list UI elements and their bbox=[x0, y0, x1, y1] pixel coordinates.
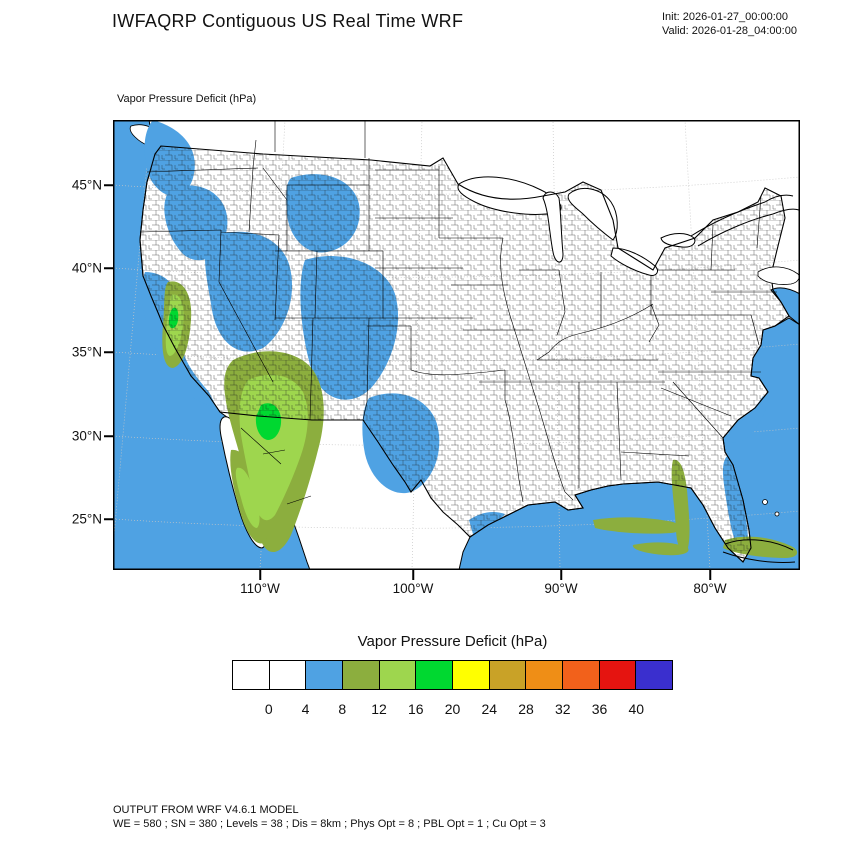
lat-tick-label: 35°N bbox=[71, 344, 102, 360]
lon-tick-label: 110°W bbox=[240, 581, 280, 596]
great-lakes bbox=[457, 176, 696, 276]
colorbar-tick-label: 28 bbox=[518, 701, 534, 717]
lat-tickmark bbox=[104, 267, 114, 269]
colorbar-box bbox=[598, 660, 637, 690]
colorbar-box bbox=[415, 660, 454, 690]
footer-line-2: WE = 580 ; SN = 380 ; Levels = 38 ; Dis … bbox=[113, 817, 546, 830]
lat-tickmark bbox=[104, 351, 114, 353]
st-lawrence-coast bbox=[690, 194, 800, 247]
colorbar-tick-label: 12 bbox=[371, 701, 387, 717]
colorbar-tick-label: 40 bbox=[628, 701, 645, 717]
colorbar-tick-label: 8 bbox=[338, 701, 347, 717]
vpd-yellowgreen-baja bbox=[235, 467, 260, 528]
bahamas-island-2 bbox=[774, 511, 780, 517]
colorbar-box bbox=[562, 660, 600, 690]
colorbar-box bbox=[232, 660, 270, 690]
state-borders bbox=[139, 120, 777, 505]
map-frame bbox=[113, 120, 800, 570]
nova-scotia bbox=[757, 266, 800, 285]
lake-ontario bbox=[660, 233, 696, 248]
map bbox=[113, 120, 800, 570]
vpd-olive-gulf-streak-1 bbox=[593, 517, 681, 534]
colorbar-tick-label: 20 bbox=[444, 701, 461, 717]
colorbar-tick-label: 32 bbox=[554, 701, 571, 717]
lon-tick-label: 80°W bbox=[693, 581, 727, 596]
bahamas-island-1 bbox=[762, 499, 768, 505]
lat-axis: 45°N 40°N 35°N 30°N 25°N bbox=[40, 120, 102, 570]
lon-tickmark bbox=[709, 570, 711, 580]
lake-michigan bbox=[542, 191, 564, 263]
lon-tick-label: 100°W bbox=[392, 581, 434, 596]
lon-tick-label: 90°W bbox=[544, 581, 578, 596]
us-outline bbox=[139, 145, 790, 563]
lat-tickmark bbox=[104, 518, 114, 520]
colorbar-box bbox=[452, 660, 490, 690]
lat-tickmark bbox=[104, 184, 114, 186]
colorbar-box bbox=[488, 660, 527, 690]
lon-tickmark bbox=[412, 570, 414, 580]
map-svg bbox=[113, 120, 800, 570]
vpd-olive-gulf-streak-2 bbox=[632, 542, 689, 556]
footer: OUTPUT FROM WRF V4.6.1 MODEL WE = 580 ; … bbox=[113, 804, 546, 831]
init-time: Init: 2026-01-27_00:00:00 bbox=[662, 11, 788, 23]
colorbar-title: Vapor Pressure Deficit (hPa) bbox=[357, 633, 548, 650]
colorbar-tick-label: 16 bbox=[407, 701, 424, 717]
colorbar-tick-label: 0 bbox=[264, 701, 273, 717]
lon-tickmark bbox=[560, 570, 562, 580]
footer-line-1: OUTPUT FROM WRF V4.6.1 MODEL bbox=[113, 804, 299, 816]
colorbar-tick-label: 24 bbox=[481, 701, 498, 717]
colorbar-box bbox=[305, 660, 344, 690]
lon-tickmark bbox=[259, 570, 261, 580]
extra-coastlines bbox=[690, 194, 800, 563]
lat-tick-label: 30°N bbox=[71, 428, 102, 444]
page-title: IWFAQRP Contiguous US Real Time WRF bbox=[112, 11, 464, 31]
lat-tick-label: 40°N bbox=[71, 260, 102, 276]
lon-tickmarks bbox=[113, 570, 800, 580]
colorbar-tick-label: 36 bbox=[591, 701, 608, 717]
colorbar-box bbox=[342, 660, 380, 690]
colorbar-tick-labels: 0 4 8 12 16 20 24 28 32 36 40 bbox=[232, 701, 673, 719]
lat-tickmark bbox=[104, 435, 114, 437]
colorbar-box bbox=[378, 660, 417, 690]
colorbar bbox=[232, 660, 674, 690]
lat-tick-label: 25°N bbox=[71, 511, 102, 527]
valid-time: Valid: 2026-01-28_04:00:00 bbox=[662, 25, 797, 37]
lon-axis: 110°W 100°W 90°W 80°W bbox=[113, 581, 800, 601]
colorbar-box bbox=[635, 660, 674, 690]
lat-tick-label: 45°N bbox=[71, 177, 102, 193]
field-label: Vapor Pressure Deficit (hPa) bbox=[117, 93, 257, 105]
lat-tickmarks bbox=[104, 120, 114, 570]
cuba-coastline bbox=[722, 539, 796, 563]
colorbar-box bbox=[268, 660, 307, 690]
colorbar-tick-label: 4 bbox=[301, 701, 310, 717]
run-times: Init: 2026-01-27_00:00:00 Valid: 2026-01… bbox=[662, 10, 797, 38]
colorbar-box bbox=[525, 660, 564, 690]
lake-erie bbox=[610, 247, 658, 276]
